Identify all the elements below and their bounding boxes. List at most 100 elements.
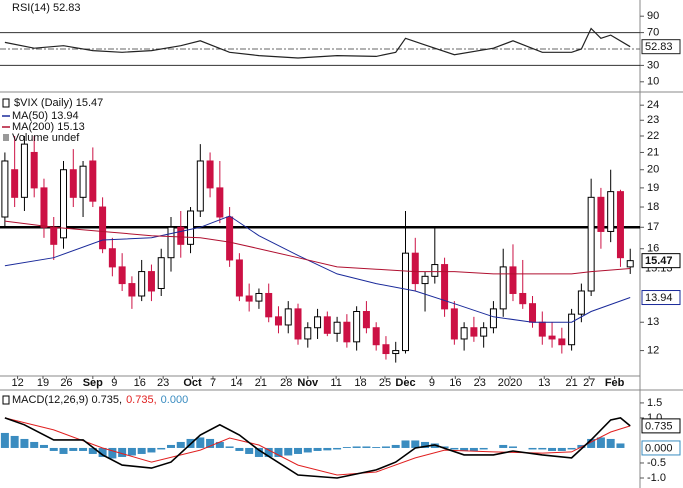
histogram-bar: [157, 447, 166, 450]
histogram-bar: [411, 440, 420, 448]
histogram-bar: [235, 447, 244, 451]
candle-body: [89, 160, 97, 202]
histogram-bar: [333, 447, 342, 450]
candle-body: [50, 226, 58, 245]
candle-body: [138, 271, 146, 297]
title-part: 0.735,: [126, 394, 157, 406]
value-box: [641, 290, 681, 306]
candle-body: [421, 275, 429, 285]
histogram-bar: [313, 447, 322, 451]
histogram-bar: [303, 447, 312, 453]
value-label: 0.000: [645, 442, 673, 454]
candle-body: [568, 313, 576, 346]
candle-body: [108, 248, 116, 268]
histogram-bar: [118, 447, 127, 457]
histogram-bar: [166, 444, 175, 448]
histogram-bar: [479, 447, 488, 450]
candle-body: [167, 226, 175, 259]
histogram-bar: [69, 447, 78, 451]
candle-body: [431, 264, 439, 277]
candle-body: [489, 308, 497, 329]
histogram-bar: [616, 443, 625, 448]
candle-body: [60, 169, 68, 239]
value-box: [641, 39, 681, 55]
histogram-bar: [342, 447, 351, 448]
candle-body: [1, 160, 9, 218]
histogram-bar: [469, 447, 478, 451]
histogram-bar: [245, 447, 254, 454]
candle-body: [20, 143, 28, 198]
histogram-bar: [421, 441, 430, 448]
x-tick-label: Dec: [395, 377, 415, 389]
value-label: 0.735: [645, 420, 673, 432]
legend-icon: [2, 98, 10, 108]
title-part: 0.000: [161, 394, 189, 406]
candle-body: [401, 252, 409, 352]
histogram-bar: [352, 446, 361, 448]
value-box: [641, 418, 681, 434]
candle-body: [196, 160, 204, 212]
histogram-bar: [79, 447, 88, 451]
histogram-bar: [499, 444, 508, 448]
histogram-bar: [137, 447, 146, 454]
y-tick-label: 19: [647, 182, 659, 194]
histogram-bar: [176, 441, 185, 448]
histogram-bar: [49, 447, 58, 451]
series-line: [4, 417, 631, 479]
histogram-bar: [225, 446, 234, 448]
x-tick-label: 12: [11, 377, 23, 389]
panel-title: MACD(12,26,9) 0.735, 0.735, 0.000: [12, 394, 188, 406]
value-box: [641, 253, 681, 269]
histogram-bar: [440, 446, 449, 448]
candle-body: [30, 151, 38, 189]
candle-body: [333, 321, 341, 334]
candle-body: [548, 335, 556, 340]
candle-body: [304, 327, 312, 340]
series-line: [4, 417, 631, 476]
y-tick-label: 13: [647, 316, 659, 328]
series-line: [4, 215, 631, 323]
x-tick-label: 19: [37, 377, 49, 389]
histogram-bar: [323, 447, 332, 451]
y-tick-label: 16: [647, 243, 659, 255]
candle-body: [79, 165, 87, 198]
value-label: 15.47: [645, 255, 673, 267]
histogram-bar: [108, 447, 117, 459]
candle-body: [577, 290, 585, 315]
candle-body: [480, 327, 488, 337]
panel-title: $VIX (Daily) 15.47: [14, 97, 103, 109]
y-tick-label: 12: [647, 344, 659, 356]
x-tick-label: 16: [449, 377, 461, 389]
candle-body: [274, 316, 282, 326]
x-tick-label: 28: [280, 377, 292, 389]
candle-body: [470, 327, 478, 337]
histogram-bar: [606, 438, 615, 448]
histogram-bar: [284, 447, 293, 456]
x-tick-label: Sep: [83, 377, 103, 389]
histogram-bar: [557, 447, 566, 451]
x-tick-label: Oct: [183, 377, 202, 389]
x-tick-label: 21: [565, 377, 577, 389]
y-tick-label: 23: [647, 114, 659, 126]
candle-body: [509, 266, 517, 294]
legend-icon: [3, 134, 9, 141]
x-tick-label: 21: [255, 377, 267, 389]
candle-body: [616, 191, 624, 259]
histogram-bar: [254, 447, 263, 457]
histogram-bar: [538, 447, 547, 450]
candle-body: [206, 160, 214, 189]
candle-body: [343, 321, 351, 343]
x-tick-label: 23: [474, 377, 486, 389]
histogram-bar: [460, 447, 469, 451]
y-tick-label: 10: [647, 76, 659, 88]
x-tick-label: Nov: [297, 377, 319, 389]
candle-body: [294, 308, 302, 340]
x-tick-label: 16: [134, 377, 146, 389]
x-tick-label: 11: [330, 377, 341, 389]
candle-body: [441, 264, 449, 310]
histogram-bar: [528, 447, 537, 450]
candle-body: [177, 226, 185, 245]
candle-body: [226, 216, 234, 261]
histogram-bar: [0, 432, 9, 448]
y-tick-label: 70: [647, 27, 659, 39]
